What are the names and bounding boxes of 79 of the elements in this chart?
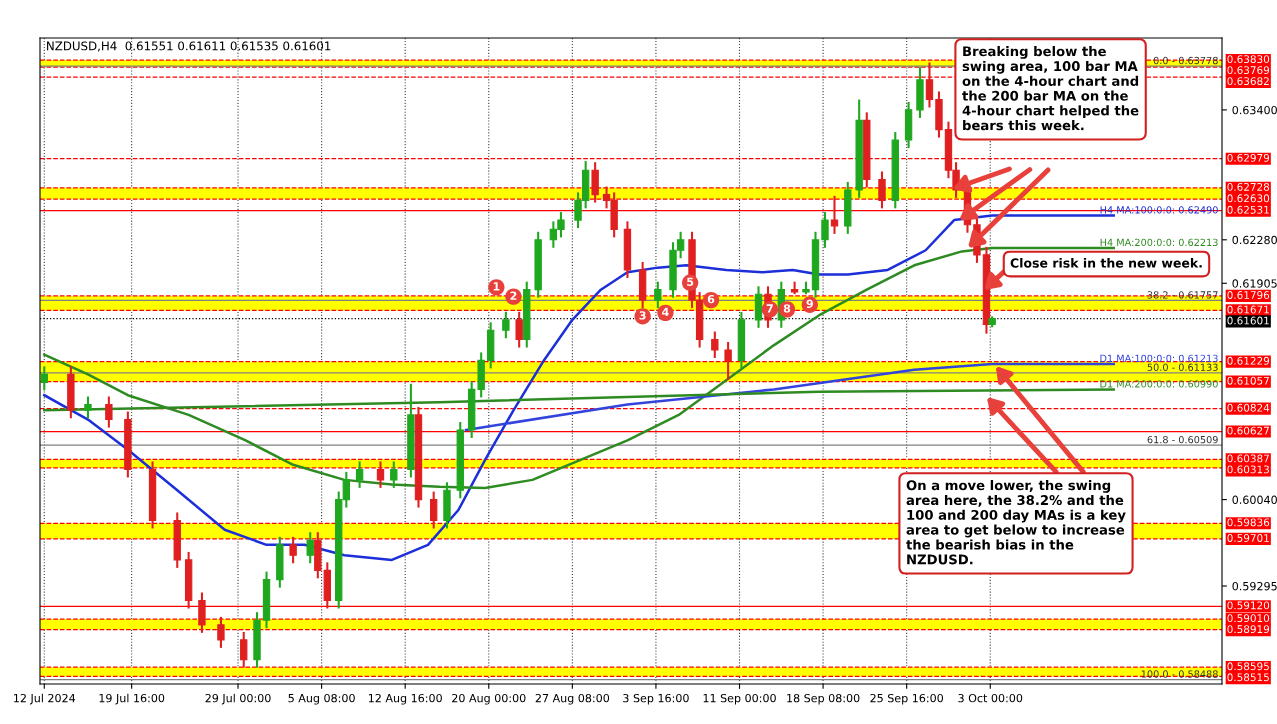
chart-title: NZDUSD,H4 0.61551 0.61611 0.61535 0.61601 xyxy=(47,41,331,52)
annotation: 5 xyxy=(687,277,694,286)
annotation: 61.8 - 0.60509 xyxy=(1147,435,1218,444)
annotation: 3 xyxy=(639,311,646,320)
series-label: H4 MA:200:0:0: 0.62213 xyxy=(1100,238,1218,247)
candlestick xyxy=(878,171,886,209)
x-tick-label: 19 Jul 16:00 xyxy=(99,693,165,705)
x-tick-label: 12 Jul 2024 xyxy=(14,693,76,705)
candlestick xyxy=(289,536,297,564)
ref-line-label: 0.62531 xyxy=(1227,205,1269,214)
annotation: Breaking below the swing area, 100 bar MA on the 4-hour chart and the 200 bar MA on the 4-hour chart helped the bears this week. xyxy=(962,46,1139,131)
candlestick xyxy=(84,396,92,419)
ref-line-label: 0.61796 xyxy=(1227,291,1270,299)
y-tick-label: 0.62280 xyxy=(1232,235,1277,245)
ref-line-label: 0.63830 xyxy=(1227,55,1270,64)
ref-line-label: 0.60824 xyxy=(1227,403,1270,412)
ref-line-label: 0.59836 xyxy=(1227,518,1270,527)
candlestick xyxy=(390,461,398,488)
ref-line-label: 0.61057 xyxy=(1227,376,1269,385)
candlestick xyxy=(240,631,248,668)
x-tick-label: 5 Aug 08:00 xyxy=(288,693,355,705)
x-tick-label: 11 Sep 00:00 xyxy=(703,693,776,705)
annotation: 9 xyxy=(806,299,813,308)
candlestick xyxy=(502,311,510,339)
x-tick-label: 27 Aug 08:00 xyxy=(535,693,610,705)
ref-line-label: 0.61601 xyxy=(1227,316,1269,325)
x-tick-label: 25 Sep 16:00 xyxy=(870,693,944,705)
ref-line-label: 0.58515 xyxy=(1227,673,1269,682)
candlestick xyxy=(724,341,732,381)
ref-line-label: 0.60387 xyxy=(1227,454,1269,463)
y-tick-label: 0.60040 xyxy=(1232,495,1277,504)
candlestick xyxy=(711,331,719,358)
x-tick-label: 3 Sep 16:00 xyxy=(623,693,689,705)
x-tick-label: 20 Aug 00:00 xyxy=(452,693,526,705)
series-label: D1 MA:200:0:0: 0.60990 xyxy=(1100,380,1218,388)
ref-line-label: 0.60313 xyxy=(1227,465,1269,474)
ref-line-label: 0.62630 xyxy=(1227,194,1270,203)
annotation: 2 xyxy=(510,291,517,300)
candlestick xyxy=(830,195,839,234)
y-tick-label: 0.59295 xyxy=(1232,581,1277,591)
annotation: 7 xyxy=(766,304,773,313)
candlestick xyxy=(376,461,385,488)
ref-line-label: 0.61229 xyxy=(1227,356,1270,365)
annotation: Close risk in the new week. xyxy=(1010,258,1202,268)
x-tick-label: 3 Oct 00:00 xyxy=(958,693,1023,703)
ref-line-label: 0.63682 xyxy=(1227,77,1269,86)
ref-line-label: 0.58595 xyxy=(1227,662,1269,671)
candlestick xyxy=(217,616,225,648)
x-tick-label: 29 Jul 00:00 xyxy=(205,693,271,705)
annotation: 50.0 - 0.61133 xyxy=(1147,363,1218,371)
ref-line-label: 0.58919 xyxy=(1227,625,1270,634)
x-tick-label: 12 Aug 16:00 xyxy=(368,693,442,705)
annotation: 1 xyxy=(493,282,500,291)
x-tick-label: 18 Sep 08:00 xyxy=(787,693,860,705)
candlestick xyxy=(925,62,934,108)
ref-line-label: 0.60627 xyxy=(1227,426,1269,435)
ref-line-label: 0.59701 xyxy=(1227,534,1269,542)
annotation: On a move lower, the swing area here, the 38.2% and the 100 and 200 day MAs is a key area to get below to increase the bearish bias in the NZDUSD. xyxy=(906,480,1126,565)
candlestick xyxy=(654,281,662,309)
candlestick xyxy=(355,461,364,488)
candlestick xyxy=(105,396,113,428)
candlestick xyxy=(40,366,48,391)
candlestick xyxy=(429,491,438,529)
ref-line-label: 0.59010 xyxy=(1227,614,1270,623)
y-tick-label: 0.63400 xyxy=(1232,105,1277,115)
annotation: 8 xyxy=(783,304,791,313)
ref-line-label: 0.62979 xyxy=(1227,153,1270,162)
series-label: D1 MA:100:0:0: 0.61213 xyxy=(1100,354,1218,363)
ref-line-label: 0.59120 xyxy=(1227,601,1270,610)
ref-line-label: 0.63769 xyxy=(1227,66,1270,75)
annotation: 6 xyxy=(707,294,715,304)
candlestick xyxy=(515,311,523,348)
ref-line-label: 0.61671 xyxy=(1227,305,1269,314)
ref-line-label: 0.62728 xyxy=(1227,182,1270,191)
line-series xyxy=(464,362,1115,432)
candlestick xyxy=(821,212,829,248)
annotation: 4 xyxy=(662,307,669,316)
candlestick xyxy=(306,532,314,564)
y-tick-label: 0.61905 xyxy=(1232,279,1277,288)
